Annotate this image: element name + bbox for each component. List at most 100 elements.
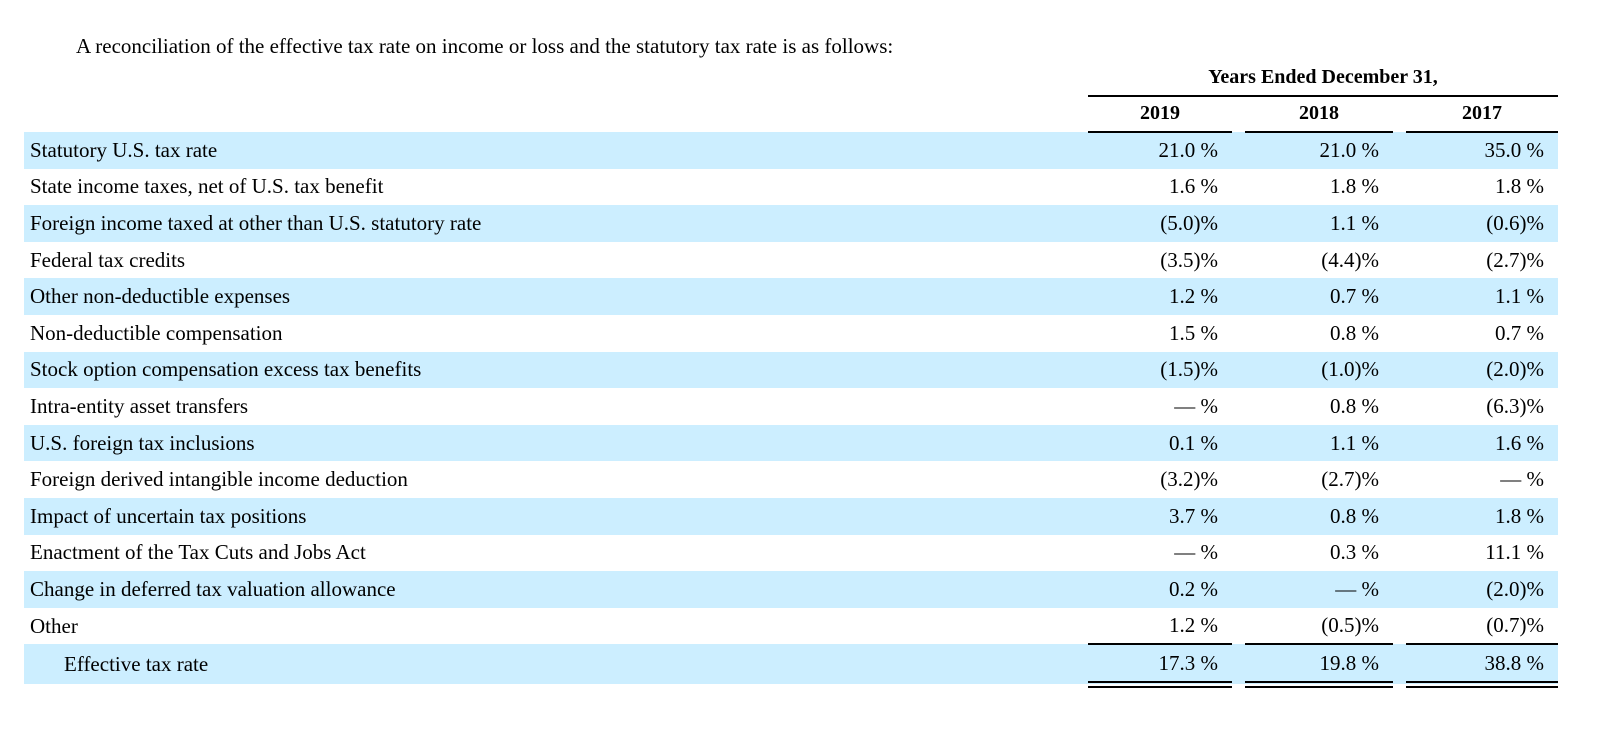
column-spacer xyxy=(1232,132,1245,169)
column-spacer xyxy=(1393,242,1406,279)
row-value-2018: — % xyxy=(1335,576,1379,601)
column-spacer xyxy=(1393,278,1406,315)
table-row-statutory-us-tax-rate: Statutory U.S. tax rate 21.0 % 21.0 % 35… xyxy=(24,132,1558,169)
row-value-2017: — % xyxy=(1500,467,1544,492)
row-value-2019: — % xyxy=(1174,393,1218,418)
intro-paragraph: A reconciliation of the effective tax ra… xyxy=(76,34,894,58)
column-spacer xyxy=(1232,535,1245,572)
row-value-2019: 21.0 % xyxy=(1158,138,1219,163)
row-value-2019: 1.2 % xyxy=(1169,613,1218,638)
column-spacer xyxy=(1393,571,1406,608)
header-spacer xyxy=(24,96,1088,132)
row-value-2017: (6.3)% xyxy=(1486,393,1544,418)
row-value-2017: 0.7 % xyxy=(1495,320,1544,345)
column-spacer xyxy=(1393,388,1406,425)
year-column-2019: 2019 xyxy=(1088,96,1232,133)
row-value-2018: (4.4)% xyxy=(1321,247,1379,272)
row-value-2019: 0.2 % xyxy=(1169,576,1218,601)
year-columns-row: 2019 2018 2017 xyxy=(24,96,1558,133)
row-value-2019: 1.6 % xyxy=(1169,174,1218,199)
row-label: State income taxes, net of U.S. tax bene… xyxy=(30,174,384,199)
row-value-2017: 1.8 % xyxy=(1495,503,1544,528)
row-value-2017: (2.0)% xyxy=(1486,576,1544,601)
column-spacer xyxy=(1393,425,1406,462)
table-header: Years Ended December 31, 2019 2018 2017 xyxy=(24,64,1558,133)
column-spacer xyxy=(1393,352,1406,389)
table-row-state-income-taxes: State income taxes, net of U.S. tax bene… xyxy=(24,169,1558,206)
header-spacer xyxy=(24,64,1088,96)
year-column-2017: 2017 xyxy=(1406,96,1558,133)
row-value-2018: 0.8 % xyxy=(1330,503,1379,528)
row-label: Enactment of the Tax Cuts and Jobs Act xyxy=(30,540,366,565)
column-spacer xyxy=(1393,535,1406,572)
row-value-2019: — % xyxy=(1174,540,1218,565)
column-spacer xyxy=(1232,425,1245,462)
column-spacer xyxy=(1232,242,1245,279)
row-value-2019: (3.5)% xyxy=(1160,247,1218,272)
row-label: Intra-entity asset transfers xyxy=(30,393,249,418)
table-row-enactment-tax-cuts-jobs-act: Enactment of the Tax Cuts and Jobs Act —… xyxy=(24,535,1558,572)
row-label: Foreign derived intangible income deduct… xyxy=(30,467,408,492)
row-value-2018: 0.8 % xyxy=(1330,320,1379,345)
column-spacer xyxy=(1393,608,1406,645)
row-value-2018: 0.8 % xyxy=(1330,393,1379,418)
column-spacer xyxy=(1232,461,1245,498)
column-spacer xyxy=(1393,644,1406,684)
row-value-2017: 1.1 % xyxy=(1495,284,1544,309)
column-spacer xyxy=(1232,315,1245,352)
row-value-2019: 1.5 % xyxy=(1169,320,1218,345)
table-row-intra-entity-asset-transfers: Intra-entity asset transfers — % 0.8 % (… xyxy=(24,388,1558,425)
total-value-2018: 19.8 % xyxy=(1245,643,1393,688)
row-label: Stock option compensation excess tax ben… xyxy=(30,357,422,382)
row-label: Change in deferred tax valuation allowan… xyxy=(30,576,396,601)
column-spacer xyxy=(1232,498,1245,535)
row-value-2018: (0.5)% xyxy=(1321,613,1379,638)
total-value-2019: 17.3 % xyxy=(1088,643,1232,688)
column-spacer xyxy=(1232,96,1245,132)
row-value-2018: 1.1 % xyxy=(1330,430,1379,455)
column-spacer xyxy=(1232,278,1245,315)
table-row-other-non-deductible-expenses: Other non-deductible expenses 1.2 % 0.7 … xyxy=(24,278,1558,315)
table-row-effective-tax-rate: Effective tax rate 17.3 % 19.8 % 38.8 % xyxy=(24,643,1558,688)
column-spacer xyxy=(1232,608,1245,645)
year-column-2018: 2018 xyxy=(1245,96,1393,133)
column-spacer xyxy=(1393,461,1406,498)
row-value-2019: (3.2)% xyxy=(1160,467,1218,492)
column-spacer xyxy=(1393,205,1406,242)
row-value-2018: (2.7)% xyxy=(1321,467,1379,492)
row-value-2017: (0.7)% xyxy=(1486,613,1544,638)
table-row-foreign-income-taxed: Foreign income taxed at other than U.S. … xyxy=(24,205,1558,242)
row-value-2017: 1.8 % xyxy=(1495,174,1544,199)
row-label: Foreign income taxed at other than U.S. … xyxy=(30,210,482,235)
row-label: Statutory U.S. tax rate xyxy=(30,137,218,162)
row-value-2018: (1.0)% xyxy=(1321,357,1379,382)
column-spacer xyxy=(1232,644,1245,684)
table-row-federal-tax-credits: Federal tax credits (3.5)% (4.4)% (2.7)% xyxy=(24,242,1558,279)
row-value-2018: 1.8 % xyxy=(1330,174,1379,199)
column-spacer xyxy=(1393,169,1406,206)
row-label: Federal tax credits xyxy=(30,247,186,272)
row-value-2017: (2.7)% xyxy=(1486,247,1544,272)
row-label: Impact of uncertain tax positions xyxy=(30,503,307,528)
column-spacer xyxy=(1232,169,1245,206)
table-row-us-foreign-tax-inclusions: U.S. foreign tax inclusions 0.1 % 1.1 % … xyxy=(24,424,1558,462)
row-value-2017: (2.0)% xyxy=(1486,357,1544,382)
table-row-non-deductible-compensation: Non-deductible compensation 1.5 % 0.8 % … xyxy=(24,315,1558,352)
column-spacer xyxy=(1393,96,1406,132)
table-body: Statutory U.S. tax rate 21.0 % 21.0 % 35… xyxy=(24,132,1558,688)
column-spacer xyxy=(1232,352,1245,389)
years-ended-header: Years Ended December 31, xyxy=(1088,64,1558,97)
row-label: Other non-deductible expenses xyxy=(30,284,291,309)
row-value-2017: 1.6 % xyxy=(1495,430,1544,455)
row-value-2017: 35.0 % xyxy=(1484,138,1545,163)
total-value-2017: 38.8 % xyxy=(1406,643,1558,688)
effective-tax-rate-reconciliation-table: Years Ended December 31, 2019 2018 2017 … xyxy=(24,64,1558,688)
column-spacer xyxy=(1393,132,1406,169)
row-value-2017: 11.1 % xyxy=(1485,540,1544,565)
column-spacer xyxy=(1393,498,1406,535)
total-row-label: Effective tax rate xyxy=(64,651,209,676)
row-label: U.S. foreign tax inclusions xyxy=(30,430,255,455)
table-row-change-deferred-tax-valuation: Change in deferred tax valuation allowan… xyxy=(24,571,1558,608)
row-value-2017: (0.6)% xyxy=(1486,210,1544,235)
